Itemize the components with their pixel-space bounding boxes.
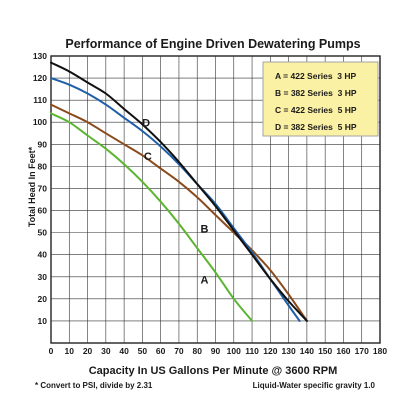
curve-label-c: C bbox=[144, 151, 152, 163]
y-tick-label: 90 bbox=[38, 139, 48, 149]
psi-conversion-note: * Convert to PSI, divide by 2.31 bbox=[35, 381, 153, 390]
x-axis-label: Capacity In US Gallons Per Minute @ 3600… bbox=[89, 365, 338, 377]
y-tick-labels: 10 20 30 40 50 60 70 80 90 100 110 120 130 bbox=[33, 51, 47, 326]
y-tick-label: 110 bbox=[33, 95, 47, 105]
series-line-b bbox=[50, 103, 308, 322]
legend-box bbox=[262, 61, 379, 137]
legend-entry-d: D = 382 Series 5 HP bbox=[275, 122, 357, 132]
curve-label-d: D bbox=[142, 118, 150, 130]
y-tick-label: 20 bbox=[38, 294, 48, 304]
x-tick-label: 40 bbox=[119, 346, 129, 356]
legend-entry-a: A = 422 Series 3 HP bbox=[275, 71, 357, 81]
y-axis-label: Total Head In Feet* bbox=[27, 146, 37, 227]
y-tick-label: 120 bbox=[33, 73, 47, 83]
x-tick-label: 70 bbox=[174, 346, 184, 356]
y-tick-label: 100 bbox=[33, 117, 47, 127]
y-tick-label: 30 bbox=[38, 272, 48, 282]
curve-label-b: B bbox=[201, 224, 209, 236]
x-tick-label: 50 bbox=[138, 346, 148, 356]
legend-entry-b: B = 382 Series 3 HP bbox=[275, 88, 357, 98]
curve-label-a: A bbox=[201, 274, 209, 286]
x-tick-label: 130 bbox=[282, 346, 296, 356]
series-lines bbox=[50, 61, 308, 322]
x-tick-label: 20 bbox=[83, 346, 93, 356]
x-tick-label: 180 bbox=[373, 346, 387, 356]
series-line-a bbox=[50, 112, 254, 322]
legend-entry-c: C = 422 Series 5 HP bbox=[275, 105, 357, 115]
x-tick-label: 90 bbox=[211, 346, 221, 356]
y-tick-label: 50 bbox=[38, 228, 48, 238]
x-tick-labels: 0 10 20 30 40 50 60 70 80 90 100 110 120 130 140 150 160… bbox=[49, 346, 388, 356]
x-tick-label: 160 bbox=[336, 346, 350, 356]
y-tick-label: 40 bbox=[38, 250, 48, 260]
x-tick-label: 140 bbox=[300, 346, 314, 356]
legend: A = 422 Series 3 HP B = 382 Series 3 HP … bbox=[262, 61, 379, 137]
x-tick-label: 60 bbox=[156, 346, 166, 356]
x-tick-label: 150 bbox=[318, 346, 332, 356]
specific-gravity-note: Liquid-Water specific gravity 1.0 bbox=[253, 381, 376, 390]
x-tick-label: 30 bbox=[101, 346, 111, 356]
chart-title: Performance of Engine Driven Dewatering … bbox=[65, 37, 360, 51]
y-tick-label: 70 bbox=[38, 183, 48, 193]
y-tick-label: 80 bbox=[38, 161, 48, 171]
curve-labels: D C B A bbox=[142, 118, 208, 287]
x-tick-label: 10 bbox=[65, 346, 75, 356]
x-tick-label: 110 bbox=[245, 346, 259, 356]
x-tick-label: 170 bbox=[355, 346, 369, 356]
x-tick-label: 80 bbox=[192, 346, 202, 356]
x-tick-label: 0 bbox=[49, 346, 54, 356]
y-tick-label: 10 bbox=[38, 316, 48, 326]
x-tick-label: 100 bbox=[227, 346, 241, 356]
y-tick-label: 60 bbox=[38, 206, 48, 216]
series-line-d bbox=[50, 61, 308, 322]
x-tick-label: 120 bbox=[263, 346, 277, 356]
y-tick-label: 130 bbox=[33, 51, 47, 61]
